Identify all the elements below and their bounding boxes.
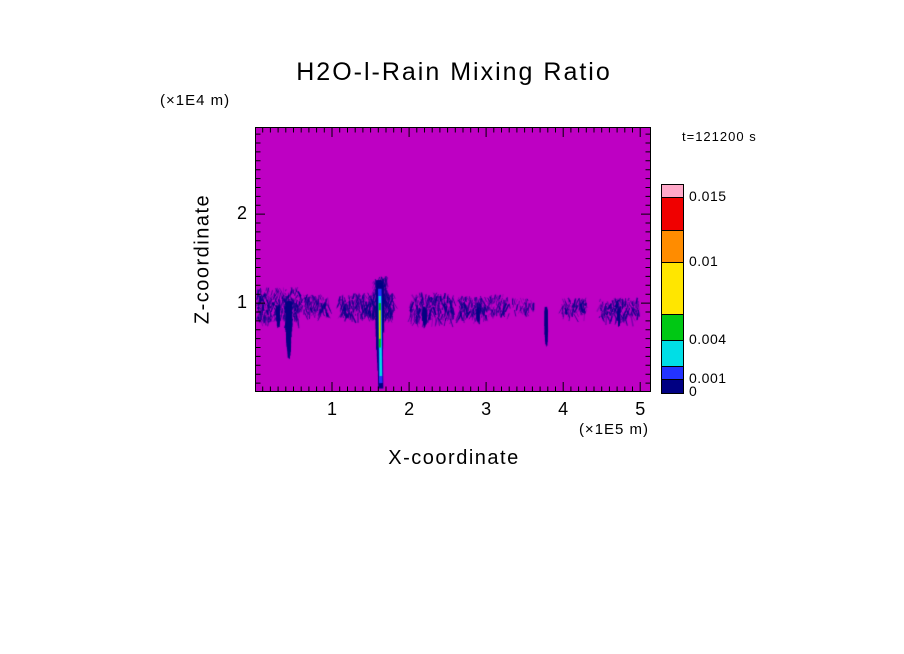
y-axis-title: Z-coordinate [191, 193, 214, 325]
colorbar-tick-label: 0.01 [689, 253, 719, 269]
x-tick-label: 4 [558, 399, 569, 419]
colorbar-tick-label: 0 [689, 383, 698, 399]
colorbar-segment [662, 315, 683, 341]
colorbar-segment [662, 185, 683, 198]
x-tick-label: 1 [327, 399, 338, 419]
colorbar-segment [662, 198, 683, 231]
x-tick-label: 3 [481, 399, 492, 419]
y-tick-label: 1 [236, 292, 247, 313]
heatmap-canvas [255, 127, 651, 392]
colorbar-segment [662, 263, 683, 315]
x-tick-label: 2 [404, 399, 415, 419]
timestamp-label: t=121200 s [682, 129, 757, 144]
colorbar-segment [662, 367, 683, 380]
colorbar-segment [662, 380, 683, 393]
x-axis-unit-label: (×1E5 m) [578, 421, 650, 438]
colorbar [661, 184, 684, 394]
colorbar-tick-label: 0.004 [689, 331, 727, 347]
plot-area [255, 127, 651, 392]
colorbar-segment [662, 341, 683, 367]
colorbar-segment [662, 230, 683, 263]
y-tick-label: 2 [236, 203, 247, 224]
colorbar-tick-label: 0.001 [689, 370, 727, 386]
colorbar-tick-label: 0.015 [689, 188, 727, 204]
axes-frame [255, 127, 651, 392]
x-tick-label: 5 [635, 399, 646, 419]
x-axis-title: X-coordinate [388, 447, 520, 469]
plot-border [255, 127, 651, 392]
axis-ticks [256, 128, 650, 391]
chart-title: H2O-l-Rain Mixing Ratio [296, 58, 612, 86]
y-axis-unit-label: (×1E4 m) [160, 92, 231, 109]
